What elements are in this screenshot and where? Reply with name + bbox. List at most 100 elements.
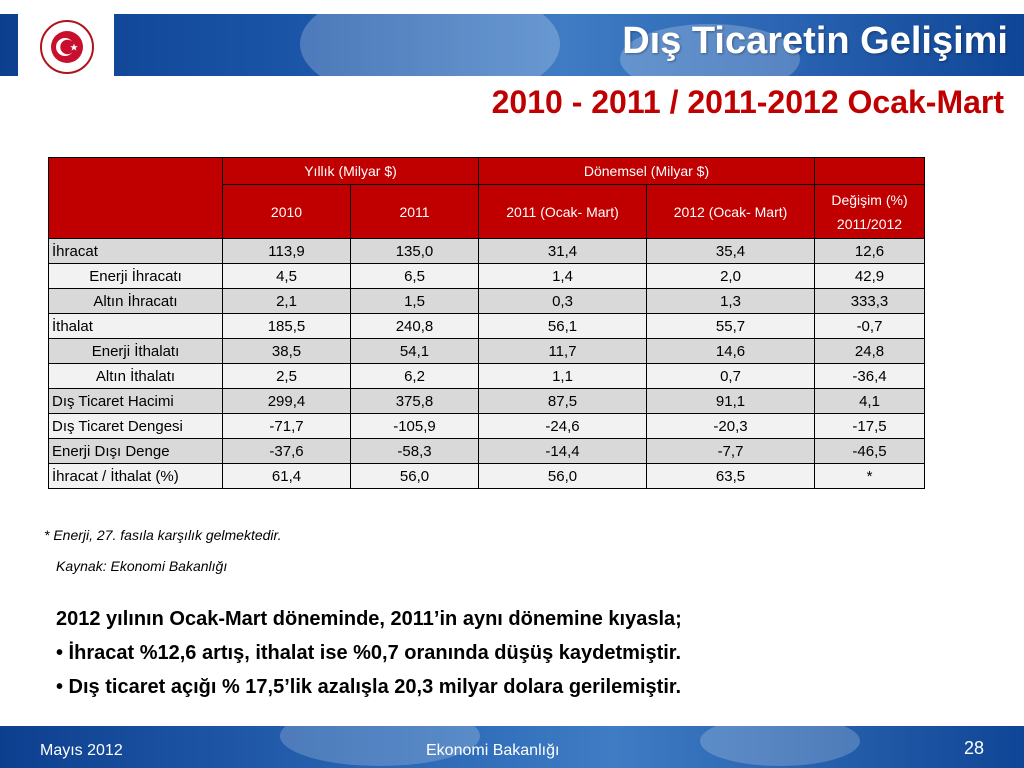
table-row: Enerji Dışı Denge -37,6 -58,3 -14,4 -7,7 -46,… [48, 438, 925, 464]
table-cell: 6,5 [350, 263, 479, 289]
change-header-line1: Değişim (%) [831, 191, 908, 208]
footnote: * Enerji, 27. fasıla karşılık gelmektedi… [44, 527, 282, 543]
table-cell: 38,5 [222, 338, 351, 364]
table-row: İhracat 113,9 135,0 31,4 35,4 12,6 [48, 238, 925, 264]
row-label: Altın İhracatı [48, 288, 223, 314]
map-decoration [620, 24, 800, 76]
table-cell: 54,1 [350, 338, 479, 364]
ministry-seal-icon [40, 20, 94, 74]
corner-header [48, 157, 223, 239]
table-cell: 6,2 [350, 363, 479, 389]
table-cell: 1,3 [646, 288, 815, 314]
table-cell: 240,8 [350, 313, 479, 339]
table-cell: -7,7 [646, 438, 815, 464]
col-header-change: Değişim (%) 2011/2012 [814, 184, 925, 239]
group-header-empty [814, 157, 925, 185]
table-row: Enerji İhracatı 4,5 6,5 1,4 2,0 42,9 [48, 263, 925, 289]
table-cell: -46,5 [814, 438, 925, 464]
footer-organization: Ekonomi Bakanlığı [426, 742, 560, 759]
table-cell: 61,4 [222, 463, 351, 489]
row-label: Enerji İthalatı [48, 338, 223, 364]
table-row: Dış Ticaret Dengesi -71,7 -105,9 -24,6 -20,3… [48, 413, 925, 439]
table-row: İhracat / İthalat (%) 61,4 56,0 56,0 63,5 * [48, 463, 925, 489]
table-cell: -105,9 [350, 413, 479, 439]
table-cell: -14,4 [478, 438, 647, 464]
group-header-period: Dönemsel (Milyar $) [478, 157, 815, 185]
table-cell: -36,4 [814, 363, 925, 389]
table-cell: 113,9 [222, 238, 351, 264]
table-cell: -0,7 [814, 313, 925, 339]
table-cell: * [814, 463, 925, 489]
table-cell: 12,6 [814, 238, 925, 264]
table-row: Altın İthalatı 2,5 6,2 1,1 0,7 -36,4 [48, 363, 925, 389]
table-row: İthalat 185,5 240,8 56,1 55,7 -0,7 [48, 313, 925, 339]
table-cell: 2,5 [222, 363, 351, 389]
table-cell: 11,7 [478, 338, 647, 364]
table-cell: 1,1 [478, 363, 647, 389]
table-cell: -58,3 [350, 438, 479, 464]
row-label: Enerji Dışı Denge [48, 438, 223, 464]
table-cell: -71,7 [222, 413, 351, 439]
table-cell: 56,1 [478, 313, 647, 339]
table-cell: 0,7 [646, 363, 815, 389]
footer-date: Mayıs 2012 [40, 742, 123, 759]
table-cell: 0,3 [478, 288, 647, 314]
summary-intro: 2012 yılının Ocak-Mart döneminde, 2011’i… [56, 608, 682, 630]
row-label: İhracat [48, 238, 223, 264]
table-cell: 135,0 [350, 238, 479, 264]
row-label: Altın İthalatı [48, 363, 223, 389]
table-cell: 185,5 [222, 313, 351, 339]
row-label: İhracat / İthalat (%) [48, 463, 223, 489]
table-cell: 87,5 [478, 388, 647, 414]
col-header-2011-q1: 2011 (Ocak- Mart) [478, 184, 647, 239]
trade-table: Yıllık (Milyar $) Dönemsel (Milyar $) 20… [48, 157, 925, 489]
crescent-star-icon [51, 31, 83, 63]
table-cell: 56,0 [478, 463, 647, 489]
row-label: İthalat [48, 313, 223, 339]
change-header-line2: 2011/2012 [836, 215, 903, 232]
summary-bullet-exports: • İhracat %12,6 artış, ithalat ise %0,7 … [56, 642, 682, 664]
page-subtitle: 2010 - 2011 / 2011-2012 Ocak-Mart [491, 84, 1004, 120]
row-label: Dış Ticaret Hacimi [48, 388, 223, 414]
table-cell: 4,5 [222, 263, 351, 289]
table-cell: 42,9 [814, 263, 925, 289]
map-decoration [300, 14, 560, 76]
table-cell: -37,6 [222, 438, 351, 464]
table-cell: -20,3 [646, 413, 815, 439]
row-label: Enerji İhracatı [48, 263, 223, 289]
page-number: 28 [964, 738, 985, 758]
table-cell: 91,1 [646, 388, 815, 414]
table-cell: 35,4 [646, 238, 815, 264]
col-header-2011: 2011 [350, 184, 479, 239]
table-cell: 2,1 [222, 288, 351, 314]
table-cell: 24,8 [814, 338, 925, 364]
table-cell: 1,4 [478, 263, 647, 289]
table-cell: 56,0 [350, 463, 479, 489]
table-cell: 375,8 [350, 388, 479, 414]
table-cell: 2,0 [646, 263, 815, 289]
table-cell: 31,4 [478, 238, 647, 264]
map-decoration [700, 726, 860, 766]
footer-band [0, 726, 1024, 768]
table-cell: 1,5 [350, 288, 479, 314]
summary-block: 2012 yılının Ocak-Mart döneminde, 2011’i… [56, 602, 682, 704]
table-cell: 299,4 [222, 388, 351, 414]
table-cell: 333,3 [814, 288, 925, 314]
table-cell: -17,5 [814, 413, 925, 439]
table-cell: 55,7 [646, 313, 815, 339]
row-label: Dış Ticaret Dengesi [48, 413, 223, 439]
table-cell: -24,6 [478, 413, 647, 439]
header-band [0, 14, 1024, 76]
page-title: Dış Ticaretin Gelişimi [622, 20, 1008, 62]
table-row: Altın İhracatı 2,1 1,5 0,3 1,3 333,3 [48, 288, 925, 314]
group-header-annual: Yıllık (Milyar $) [222, 157, 479, 185]
table-row: Dış Ticaret Hacimi 299,4 375,8 87,5 91,1 4,1 [48, 388, 925, 414]
summary-bullet-deficit: • Dış ticaret açığı % 17,5’lik azalışla … [56, 676, 682, 698]
table-row: Enerji İthalatı 38,5 54,1 11,7 14,6 24,8 [48, 338, 925, 364]
col-header-2010: 2010 [222, 184, 351, 239]
table-cell: 4,1 [814, 388, 925, 414]
col-header-2012-q1: 2012 (Ocak- Mart) [646, 184, 815, 239]
table-cell: 63,5 [646, 463, 815, 489]
table-cell: 14,6 [646, 338, 815, 364]
source-note: Kaynak: Ekonomi Bakanlığı [56, 558, 228, 574]
